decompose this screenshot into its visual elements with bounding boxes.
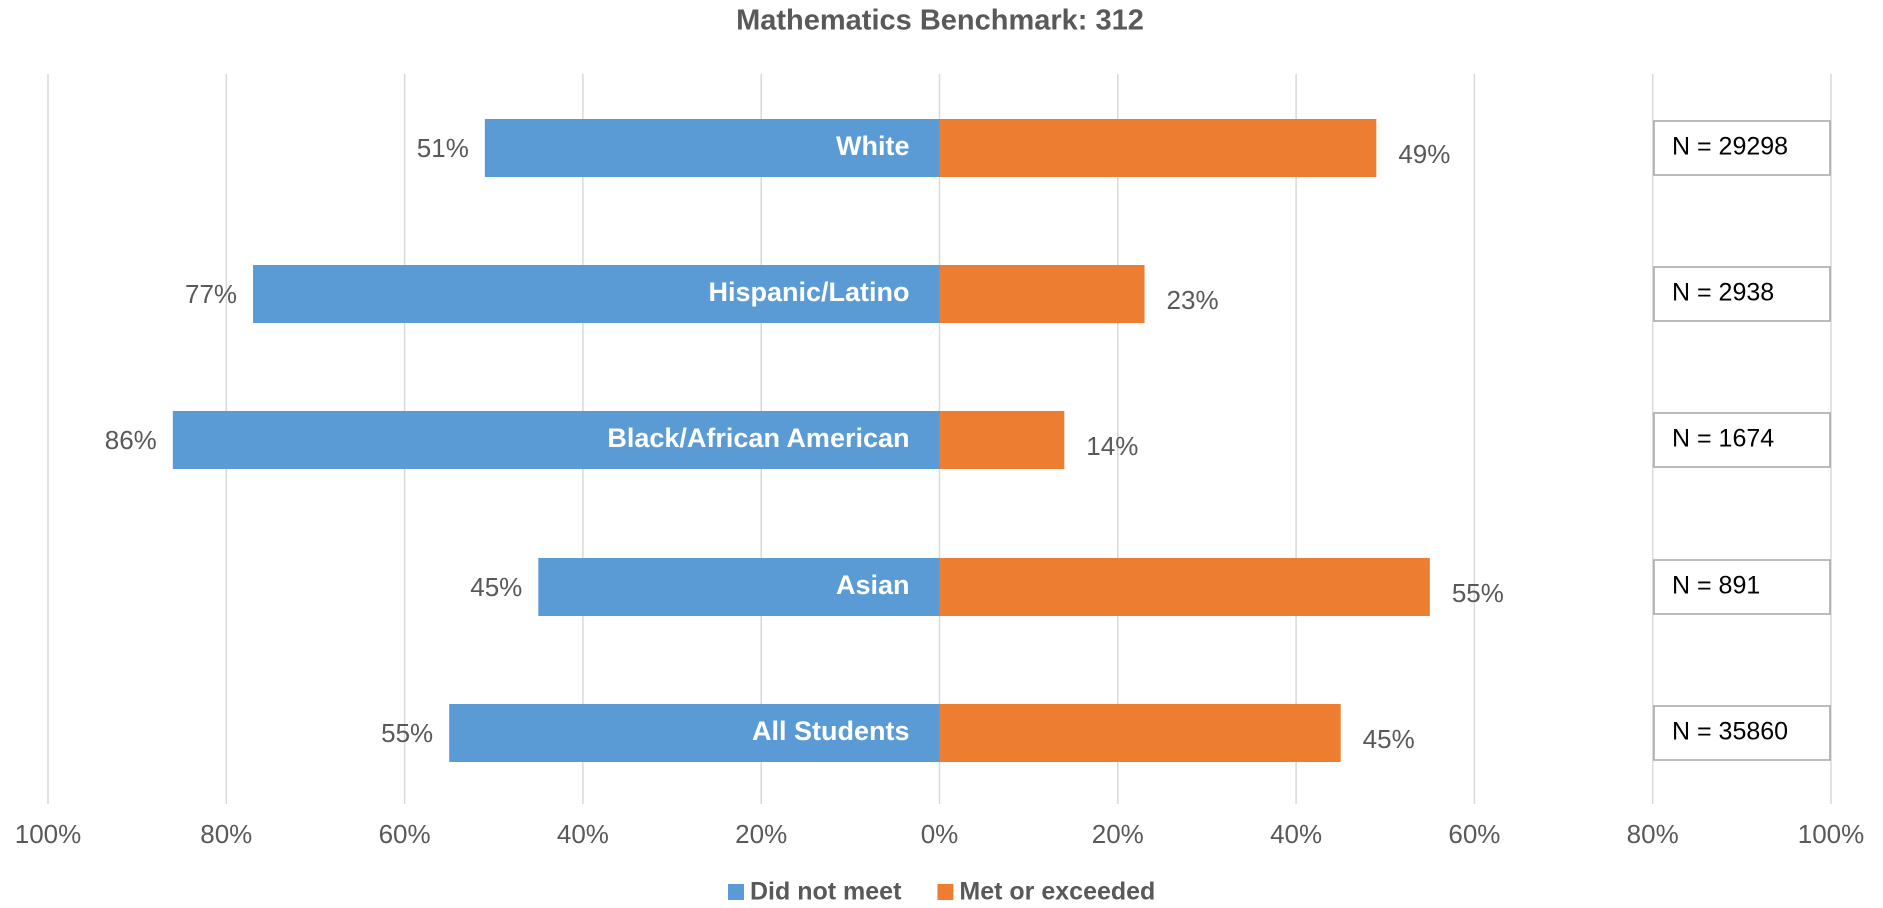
annotation-box (1653, 412, 1831, 468)
annotation: N = 29298 (1672, 133, 1788, 161)
data-label: 14% (1086, 431, 1138, 461)
data-label: 49% (1398, 139, 1450, 169)
bar (939, 558, 1430, 616)
data-label: 23% (1167, 285, 1219, 315)
annotation-box (1653, 705, 1831, 761)
annotation-box (1653, 120, 1831, 176)
bar (449, 704, 940, 762)
x-tick-label: 20% (1092, 819, 1144, 849)
data-label: 86% (105, 425, 157, 455)
x-tick-label: 40% (1270, 819, 1322, 849)
x-tick-label: 100% (1798, 819, 1865, 849)
annotation: N = 35860 (1672, 718, 1788, 746)
data-label: 55% (381, 718, 433, 748)
x-tick-label: 60% (1448, 819, 1500, 849)
bar (939, 411, 1065, 469)
annotation: N = 2938 (1672, 279, 1774, 307)
data-label: 77% (185, 279, 237, 309)
bar (484, 119, 940, 177)
x-tick-label: 0% (921, 819, 959, 849)
category-label: White (836, 131, 910, 161)
x-tick-label: 100% (15, 819, 82, 849)
x-tick-label: 60% (379, 819, 431, 849)
data-label: 51% (417, 133, 469, 163)
bar (172, 411, 940, 469)
category-label: All Students (752, 716, 910, 746)
category-label: Black/African American (607, 423, 909, 453)
annotation-box (1653, 559, 1831, 615)
bar (538, 558, 940, 616)
data-label: 45% (1363, 724, 1415, 754)
annotation-box (1653, 266, 1831, 322)
category-label: Hispanic/Latino (708, 277, 909, 307)
annotation: N = 891 (1672, 572, 1760, 600)
x-tick-label: 80% (1627, 819, 1679, 849)
data-label: 55% (1452, 578, 1504, 608)
bar (939, 119, 1377, 177)
bar (939, 704, 1341, 762)
x-tick-label: 40% (557, 819, 609, 849)
bar (253, 265, 940, 323)
x-tick-label: 20% (735, 819, 787, 849)
legend-label: Met or exceeded (959, 878, 1155, 906)
category-label: Asian (836, 570, 910, 600)
legend-label: Did not meet (750, 878, 902, 906)
chart-title: Mathematics Benchmark: 312 (736, 5, 1144, 37)
legend-swatch (937, 884, 954, 900)
bar (939, 265, 1145, 323)
legend-swatch (728, 884, 744, 900)
x-tick-label: 80% (200, 819, 252, 849)
annotation: N = 1674 (1672, 425, 1774, 453)
data-label: 45% (470, 572, 522, 602)
